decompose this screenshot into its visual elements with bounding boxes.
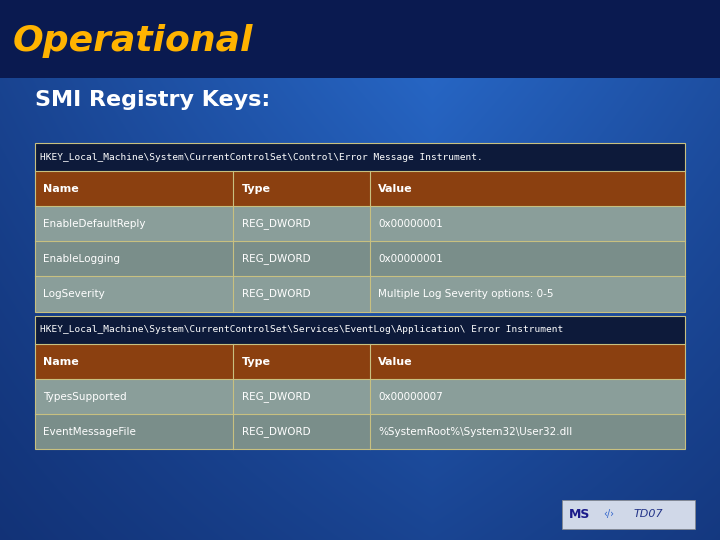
Text: REG_DWORD: REG_DWORD	[242, 253, 310, 265]
Bar	[35, 171, 685, 206]
Text: REG_DWORD: REG_DWORD	[242, 218, 310, 230]
Text: Multiple Log Severity options: 0-5: Multiple Log Severity options: 0-5	[379, 289, 554, 299]
Text: TD07: TD07	[633, 509, 663, 519]
Text: Name: Name	[43, 356, 79, 367]
Text: MS: MS	[569, 508, 590, 521]
Text: 0x00000001: 0x00000001	[379, 219, 443, 229]
Text: REG_DWORD: REG_DWORD	[242, 288, 310, 300]
Bar	[35, 316, 685, 344]
Bar	[35, 414, 685, 449]
Text: REG_DWORD: REG_DWORD	[242, 426, 310, 437]
Bar	[562, 500, 695, 529]
Text: ‹/›: ‹/›	[603, 509, 614, 519]
Text: SMI Registry Keys:: SMI Registry Keys:	[35, 90, 270, 110]
Text: Operational: Operational	[13, 24, 253, 57]
Text: Value: Value	[379, 184, 413, 194]
Text: 0x00000007: 0x00000007	[379, 392, 443, 402]
Bar	[35, 143, 685, 171]
Text: HKEY_Local_Machine\System\CurrentControlSet\Services\EventLog\Application\ Error: HKEY_Local_Machine\System\CurrentControl…	[40, 326, 564, 334]
Bar	[35, 344, 685, 379]
Text: 0x00000001: 0x00000001	[379, 254, 443, 264]
Bar	[35, 379, 685, 414]
Bar	[35, 143, 685, 312]
Bar	[0, 0, 720, 78]
Text: Value: Value	[379, 356, 413, 367]
Text: Name: Name	[43, 184, 79, 194]
Text: %SystemRoot%\System32\User32.dll: %SystemRoot%\System32\User32.dll	[379, 427, 572, 437]
Text: EnableDefaultReply: EnableDefaultReply	[43, 219, 145, 229]
Bar	[35, 276, 685, 312]
Text: TypesSupported: TypesSupported	[43, 392, 127, 402]
Text: REG_DWORD: REG_DWORD	[242, 391, 310, 402]
Text: HKEY_Local_Machine\System\CurrentControlSet\Control\Error Message Instrument.: HKEY_Local_Machine\System\CurrentControl…	[40, 153, 483, 161]
Bar	[35, 206, 685, 241]
Bar	[35, 241, 685, 276]
Text: LogSeverity: LogSeverity	[43, 289, 105, 299]
Bar	[35, 316, 685, 449]
Text: Type: Type	[242, 184, 271, 194]
Text: Type: Type	[242, 356, 271, 367]
Text: EnableLogging: EnableLogging	[43, 254, 120, 264]
Text: EventMessageFile: EventMessageFile	[43, 427, 136, 437]
